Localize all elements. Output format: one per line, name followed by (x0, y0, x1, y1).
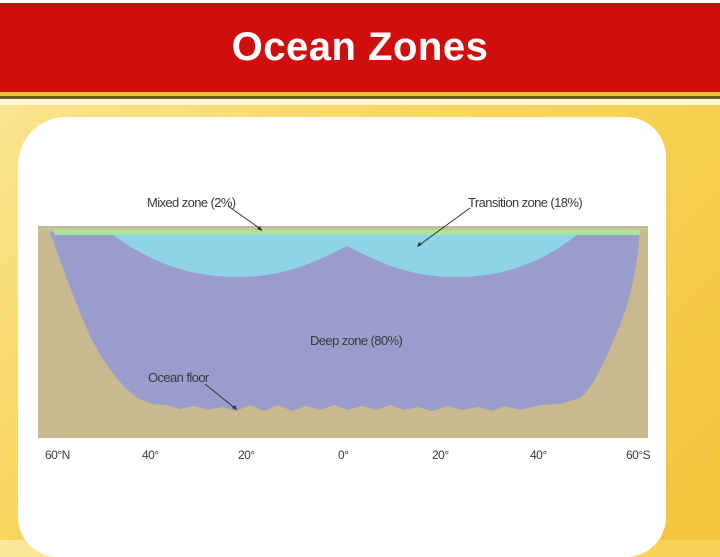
deep-zone-area (50, 232, 640, 411)
ocean-floor-label: Ocean floor (148, 370, 210, 385)
title-bar: Ocean Zones (0, 0, 720, 92)
ocean-zones-diagram: Mixed zone (2%) Transition zone (18%) De… (38, 195, 651, 462)
transition-zone-area (112, 234, 578, 278)
deep-zone-label: Deep zone (80%) (310, 333, 402, 348)
title-stripe-light (0, 99, 720, 105)
tick-label: 20° (432, 448, 449, 462)
mixed-zone-label: Mixed zone (2%) (147, 195, 236, 210)
tick-label: 20° (238, 448, 255, 462)
latitude-axis: 60°N 40° 20° 0° 20° 40° 60°S (45, 448, 651, 462)
mixed-zone-pointer (227, 205, 263, 231)
title-stripe-gold (0, 92, 720, 96)
title-stripe-dark (0, 96, 720, 99)
tick-label: 40° (142, 448, 159, 462)
tick-label: 60°S (626, 448, 651, 462)
transition-zone-label: Transition zone (18%) (468, 195, 582, 210)
slide-title: Ocean Zones (231, 25, 489, 69)
mixed-zone-band (54, 230, 640, 235)
tick-label: 40° (530, 448, 547, 462)
tick-label: 0° (338, 448, 349, 462)
ocean-floor-pointer (204, 383, 237, 410)
tick-label: 60°N (45, 448, 70, 462)
transition-zone-pointer (417, 207, 471, 247)
